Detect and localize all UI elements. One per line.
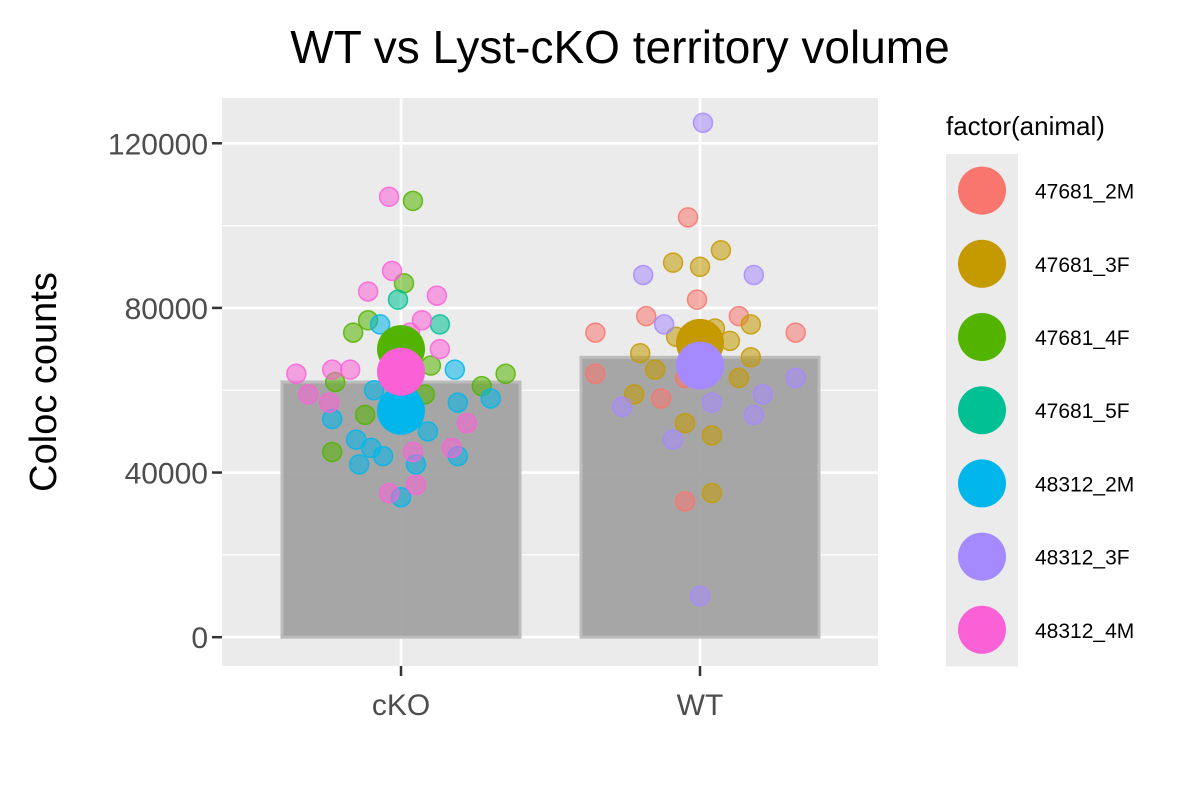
data-point <box>402 441 424 463</box>
legend-key-47681_3F <box>958 239 1006 288</box>
data-point <box>701 482 723 504</box>
data-point <box>456 412 478 434</box>
legend-key-48312_3F <box>958 532 1006 581</box>
x-tick-label: cKO <box>372 689 430 722</box>
legend-title: factor(animal) <box>946 111 1105 141</box>
data-point <box>381 260 403 282</box>
data-point <box>441 437 463 459</box>
legend-key-47681_2M <box>958 166 1006 215</box>
data-point <box>689 585 711 607</box>
data-point <box>369 314 391 335</box>
data-point <box>653 314 675 335</box>
data-point <box>426 285 448 306</box>
data-point <box>701 392 723 413</box>
data-point <box>417 421 439 442</box>
data-point <box>743 264 765 286</box>
data-point <box>480 388 501 409</box>
data-point <box>378 482 400 504</box>
data-point <box>357 281 379 302</box>
data-point <box>743 404 765 426</box>
y-tick-label: 80000 <box>125 293 208 326</box>
data-point <box>674 412 696 434</box>
data-point <box>378 186 400 208</box>
legend-label: 47681_4F <box>1035 327 1130 350</box>
data-point <box>689 256 711 278</box>
mean-point-48312_2M <box>377 386 425 435</box>
legend-key-48312_2M <box>958 459 1006 508</box>
legend: 47681_2M 47681_3F 47681_4F 47681_5F 48312_2M… <box>946 154 1134 667</box>
data-point <box>585 322 606 343</box>
data-point <box>686 289 708 310</box>
data-points <box>286 112 806 607</box>
data-point <box>321 408 343 430</box>
data-point <box>429 338 451 360</box>
data-point <box>662 429 684 450</box>
data-point <box>644 359 666 380</box>
data-point <box>321 441 343 463</box>
legend-label: 48312_2M <box>1035 473 1134 496</box>
legend-label: 48312_4M <box>1035 620 1134 643</box>
data-point <box>728 367 750 389</box>
legend-key-47681_4F <box>958 313 1006 361</box>
data-point <box>692 112 714 133</box>
data-point <box>447 392 469 413</box>
data-point <box>354 404 376 426</box>
data-point <box>632 264 654 286</box>
data-point <box>321 359 343 380</box>
data-point <box>662 252 684 273</box>
y-axis-title: Coloc counts <box>23 272 65 492</box>
data-point <box>701 425 723 446</box>
data-point <box>710 240 732 261</box>
legend-label: 47681_5F <box>1035 400 1130 423</box>
data-point <box>402 190 424 212</box>
data-point <box>342 322 364 343</box>
data-point <box>444 359 466 380</box>
mean-point-48312_3F <box>676 341 724 390</box>
data-point <box>372 445 394 467</box>
chart-title: WT vs Lyst-cKO territory volume <box>290 21 949 73</box>
data-point <box>785 367 806 389</box>
data-point <box>429 314 451 335</box>
data-point <box>740 347 762 368</box>
legend-label: 48312_3F <box>1035 547 1130 570</box>
data-point <box>585 363 606 385</box>
data-point <box>318 392 340 413</box>
data-point <box>629 342 651 364</box>
data-point <box>623 384 645 405</box>
y-tick-label: 40000 <box>125 458 208 491</box>
data-point <box>740 314 762 335</box>
y-tick-label: 0 <box>191 622 208 655</box>
mean-point-48312_4M <box>377 347 425 396</box>
data-point <box>348 454 370 475</box>
data-point <box>286 363 307 385</box>
data-point <box>785 322 806 343</box>
data-point <box>298 384 319 405</box>
data-point <box>363 379 385 401</box>
x-axis: cKO WT <box>372 666 724 722</box>
legend-key-48312_4M <box>958 605 1006 654</box>
legend-key-47681_5F <box>958 386 1006 435</box>
data-point <box>495 363 516 385</box>
data-point <box>612 396 633 417</box>
data-point <box>387 289 409 310</box>
y-axis: 0 40000 80000 120000 <box>108 128 222 655</box>
x-tick-label: WT <box>677 689 724 722</box>
animal-mean-points <box>377 318 724 435</box>
data-point <box>677 207 699 228</box>
data-point <box>339 359 361 380</box>
data-point <box>752 384 774 405</box>
data-point <box>674 491 696 512</box>
data-point <box>635 305 657 327</box>
data-point <box>405 474 427 496</box>
data-point <box>650 388 672 409</box>
data-point <box>411 310 433 331</box>
legend-label: 47681_3F <box>1035 254 1130 277</box>
y-tick-label: 120000 <box>108 128 208 161</box>
legend-label: 47681_2M <box>1035 181 1134 204</box>
